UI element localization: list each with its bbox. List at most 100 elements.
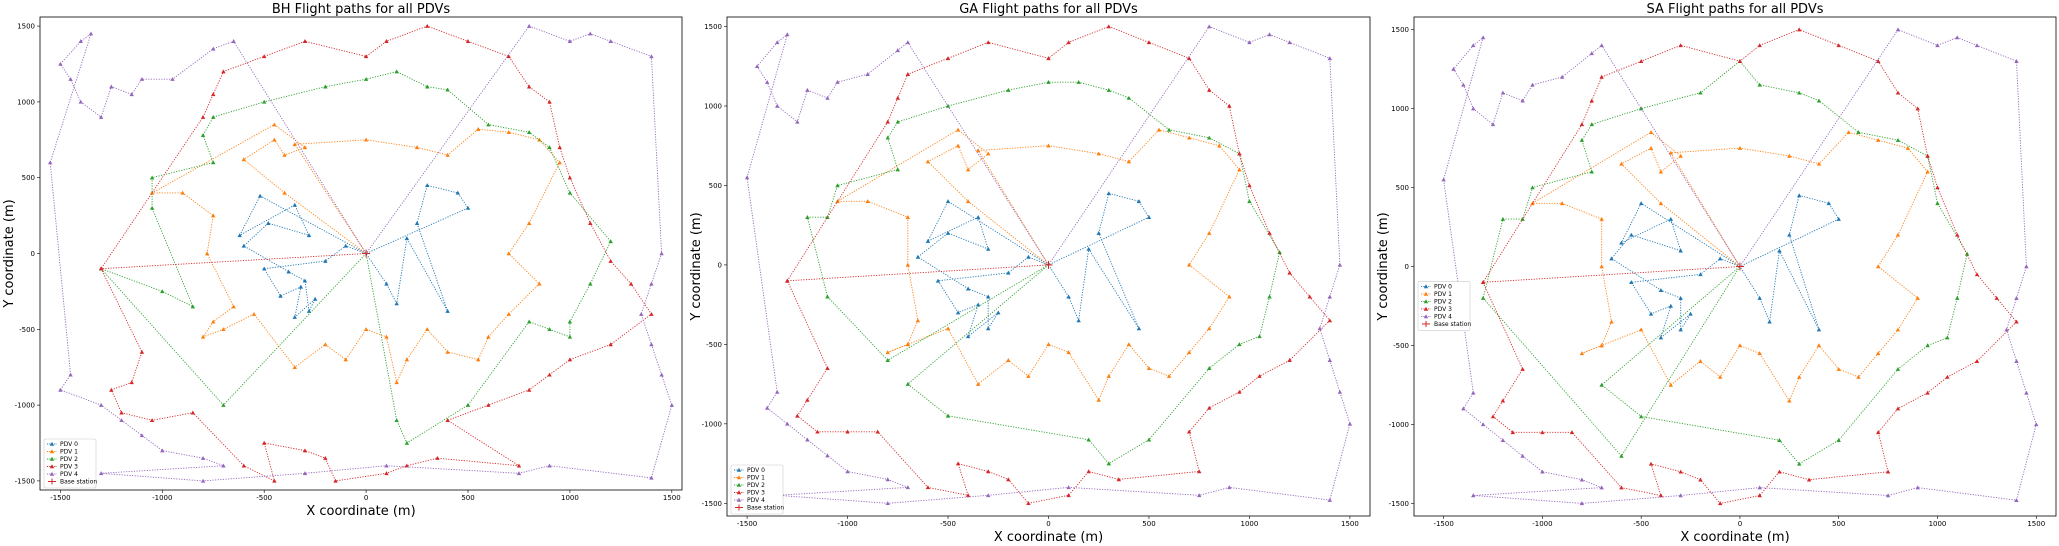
waypoint-marker (775, 40, 780, 45)
waypoint-marker (1935, 185, 1940, 190)
waypoint-marker (1629, 280, 1634, 285)
waypoint-marker (805, 215, 810, 219)
waypoint-marker (1797, 27, 1802, 32)
x-tick-label: 1500 (1341, 520, 1359, 528)
waypoint-marker (925, 159, 931, 164)
waypoint-marker (435, 455, 440, 460)
flight-path-line (1530, 131, 1929, 402)
y-tick-label: 1000 (17, 98, 35, 106)
legend-label: PDV 0 (60, 441, 78, 448)
x-axis-label: X coordinate (m) (994, 530, 1103, 545)
waypoint-marker (425, 183, 430, 188)
y-axis-label: Y coordinate (m) (2, 199, 17, 308)
waypoint-marker (1806, 477, 1812, 482)
waypoint-marker (1638, 201, 1644, 206)
waypoint-marker (221, 327, 226, 332)
waypoint-marker (1247, 183, 1252, 188)
waypoint-marker (1826, 201, 1832, 206)
x-tick-label: -1500 (50, 494, 70, 502)
waypoint-marker (649, 342, 654, 347)
waypoint-marker (1096, 151, 1101, 156)
waypoint-marker (211, 319, 216, 324)
waypoint-marker (425, 84, 430, 89)
waypoint-marker (1106, 191, 1111, 196)
waypoint-marker (1156, 127, 1162, 132)
x-tick-label: 0 (1738, 520, 1742, 528)
waypoint-marker (1207, 135, 1212, 140)
legend-label: PDV 4 (60, 471, 78, 478)
waypoint-marker (965, 334, 971, 339)
y-tick-label: 1000 (704, 102, 722, 110)
waypoint-marker (1327, 56, 1333, 61)
waypoint-marker (1717, 256, 1723, 261)
waypoint-marker (1668, 216, 1673, 221)
waypoint-marker (49, 456, 55, 461)
x-tick-label: 0 (364, 494, 368, 502)
waypoint-marker (1876, 264, 1881, 269)
waypoint-marker (292, 314, 297, 319)
waypoint-marker (129, 92, 134, 97)
flight-path-line (1482, 60, 1968, 465)
waypoint-marker (49, 464, 55, 469)
waypoint-marker (795, 413, 800, 418)
waypoint-marker (1500, 90, 1506, 95)
legend-label: PDV 2 (60, 456, 78, 463)
waypoint-marker (455, 190, 461, 195)
waypoint-marker (1086, 469, 1091, 474)
waypoint-marker (204, 251, 210, 256)
waypoint-marker (486, 122, 491, 127)
waypoint-marker (865, 72, 870, 76)
waypoint-marker (1876, 59, 1881, 63)
waypoint-marker (1046, 342, 1051, 347)
waypoint-marker (1530, 185, 1535, 190)
waypoint-marker (109, 387, 114, 392)
waypoint-marker (1797, 374, 1802, 379)
waypoint-marker (1423, 284, 1429, 289)
waypoint-marker (1186, 56, 1192, 61)
waypoint-marker (1461, 406, 1466, 411)
waypoint-marker (986, 151, 991, 156)
waypoint-marker (1217, 143, 1222, 148)
waypoint-marker (547, 463, 552, 468)
waypoint-marker (211, 92, 216, 97)
waypoint-marker (1146, 366, 1152, 370)
waypoint-marker (1698, 90, 1703, 95)
series-pdv-3 (785, 24, 1333, 506)
waypoint-marker (1638, 414, 1644, 419)
waypoint-marker (1609, 319, 1614, 324)
waypoint-marker (1678, 469, 1683, 474)
y-tick-label: -1000 (15, 402, 35, 410)
waypoint-marker (1186, 262, 1192, 267)
x-tick-label: -500 (256, 494, 272, 502)
waypoint-marker (160, 289, 165, 294)
waypoint-marker (1964, 251, 1970, 256)
waypoint-marker (1520, 98, 1525, 103)
waypoint-marker (1658, 201, 1664, 206)
waypoint-marker (404, 236, 410, 241)
waypoint-marker (905, 215, 911, 219)
waypoint-marker (1237, 389, 1242, 394)
waypoint-marker (965, 167, 971, 172)
x-tick-label: 1500 (2027, 520, 2045, 528)
waypoint-marker (547, 99, 552, 104)
waypoint-marker (845, 429, 850, 434)
waypoint-marker (58, 61, 63, 66)
waypoint-marker (1895, 366, 1901, 371)
waypoint-marker (211, 46, 216, 51)
waypoint-marker (1247, 40, 1252, 45)
waypoint-marker (506, 54, 511, 59)
chart-title: BH Flight paths for all PDVs (272, 2, 451, 17)
waypoint-marker (302, 471, 308, 476)
waypoint-marker (1589, 169, 1594, 174)
waypoint-marker (1787, 398, 1792, 403)
waypoint-marker (343, 243, 348, 248)
waypoint-marker (261, 54, 267, 59)
waypoint-marker (1994, 295, 1999, 300)
waypoint-marker (2014, 498, 2019, 502)
waypoint-marker (895, 95, 900, 100)
waypoint-marker (1797, 193, 1802, 198)
waypoint-marker (905, 40, 911, 45)
waypoint-marker (1836, 43, 1841, 48)
waypoint-marker (1136, 326, 1142, 331)
series-pdv-4 (47, 23, 675, 483)
